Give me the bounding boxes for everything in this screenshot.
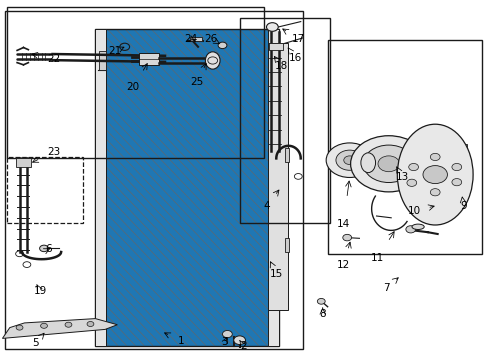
Circle shape [233, 336, 245, 345]
Bar [95, 29, 106, 346]
Circle shape [335, 150, 363, 170]
Text: 4: 4 [263, 201, 269, 211]
Text: 13: 13 [394, 172, 408, 182]
Circle shape [363, 145, 413, 183]
Ellipse shape [360, 153, 375, 172]
Text: 16: 16 [288, 53, 302, 63]
Text: 18: 18 [274, 60, 287, 71]
Bar [267, 29, 278, 346]
Text: 25: 25 [189, 77, 203, 87]
Text: 17: 17 [291, 34, 305, 44]
Text: 19: 19 [33, 286, 47, 296]
Text: 11: 11 [370, 253, 384, 263]
Circle shape [40, 245, 48, 252]
Text: 12: 12 [336, 260, 349, 270]
Text: 15: 15 [269, 269, 283, 279]
Circle shape [350, 136, 426, 192]
Text: 23: 23 [47, 147, 61, 157]
Circle shape [406, 179, 416, 186]
Circle shape [16, 325, 23, 330]
Text: 10: 10 [407, 206, 420, 216]
Text: 3: 3 [221, 337, 228, 347]
Bar [7, 157, 83, 223]
Circle shape [65, 322, 72, 327]
Text: 26: 26 [204, 34, 218, 44]
Circle shape [377, 156, 399, 172]
Text: 20: 20 [126, 82, 139, 93]
Circle shape [408, 163, 418, 171]
Ellipse shape [397, 124, 472, 225]
Circle shape [422, 166, 447, 184]
Text: 5: 5 [32, 338, 39, 348]
Text: 8: 8 [319, 309, 325, 319]
Text: 1: 1 [177, 336, 184, 346]
Text: 9: 9 [459, 201, 466, 211]
Circle shape [342, 234, 351, 241]
Bar [99, 51, 106, 70]
Circle shape [429, 189, 439, 196]
Bar [139, 53, 159, 65]
Polygon shape [2, 319, 117, 338]
Ellipse shape [411, 224, 424, 230]
Bar [239, 18, 329, 223]
Bar [457, 144, 467, 150]
Text: 2: 2 [240, 341, 246, 351]
Circle shape [41, 323, 47, 328]
Bar [16, 158, 31, 167]
Bar [106, 29, 267, 346]
Circle shape [405, 226, 415, 233]
Bar [5, 11, 303, 349]
Bar [268, 43, 282, 50]
Circle shape [218, 42, 226, 49]
Circle shape [266, 23, 278, 31]
Circle shape [451, 163, 461, 171]
Circle shape [343, 156, 355, 165]
Bar [284, 148, 289, 162]
Circle shape [222, 330, 232, 338]
Bar [7, 7, 264, 158]
Text: 21: 21 [107, 46, 121, 57]
Circle shape [317, 298, 325, 304]
Circle shape [87, 321, 94, 327]
Circle shape [451, 179, 461, 186]
Text: 22: 22 [47, 54, 61, 64]
Bar [267, 43, 287, 310]
Bar [327, 40, 481, 254]
Bar [284, 238, 289, 252]
Bar [189, 37, 202, 41]
Text: 6: 6 [45, 244, 52, 254]
Ellipse shape [205, 52, 220, 69]
Text: 24: 24 [183, 34, 197, 44]
Circle shape [325, 143, 372, 177]
Text: 14: 14 [336, 219, 349, 229]
Text: 7: 7 [382, 283, 389, 293]
Bar [95, 29, 278, 346]
Circle shape [429, 153, 439, 161]
